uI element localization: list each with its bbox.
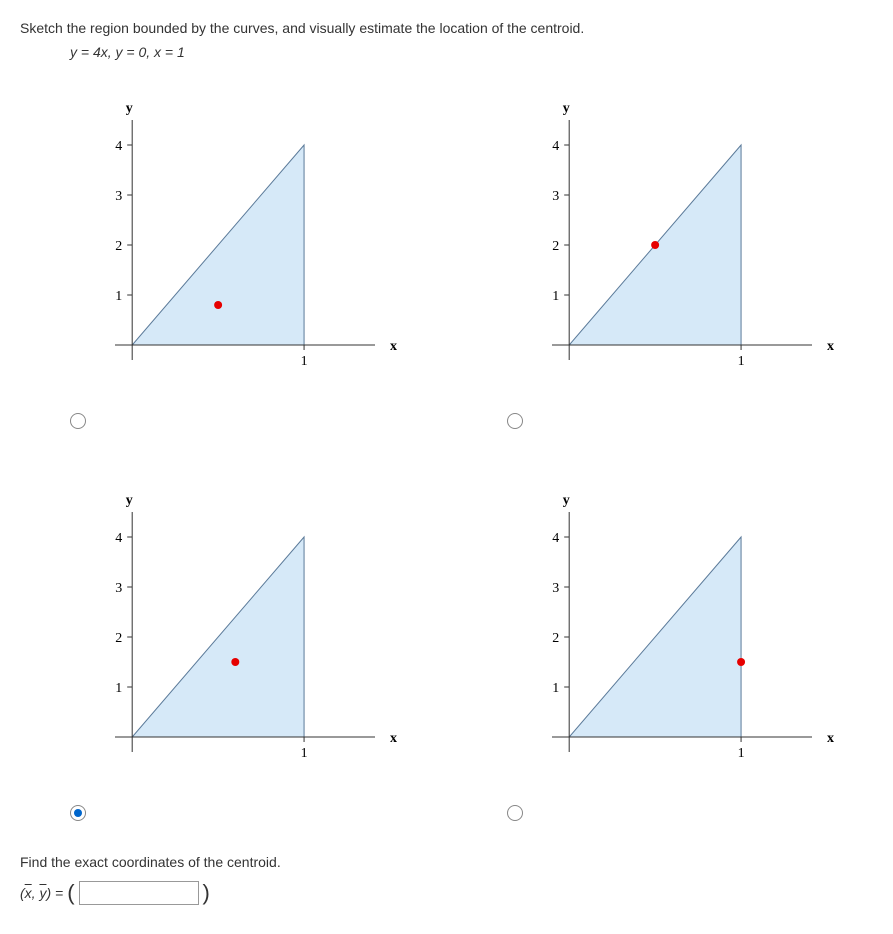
radio-option-4[interactable] [507, 805, 523, 821]
chart-option-1: 1 1 2 3 4 x y [20, 80, 437, 432]
svg-text:2: 2 [552, 239, 559, 254]
svg-text:4: 4 [552, 139, 559, 154]
svg-text:y: y [562, 493, 569, 508]
svg-text:3: 3 [552, 581, 559, 596]
svg-text:x: x [390, 731, 397, 746]
svg-text:2: 2 [115, 239, 122, 254]
answer-line: (x, y) = ( ) [20, 880, 873, 906]
svg-text:1: 1 [115, 289, 122, 304]
svg-text:1: 1 [552, 681, 559, 696]
svg-text:y: y [562, 101, 569, 116]
svg-text:1: 1 [737, 746, 744, 761]
chart-svg-3: 1 1 2 3 4 x y [20, 472, 437, 795]
chart-option-2: 1 1 2 3 4 x y [457, 80, 874, 432]
radio-option-3[interactable] [70, 805, 86, 821]
svg-text:x: x [827, 339, 834, 354]
svg-text:y: y [126, 493, 133, 508]
radio-option-1[interactable] [70, 413, 86, 429]
svg-text:1: 1 [301, 354, 308, 369]
answer-label: (x, y) = [20, 885, 63, 901]
equations: y = 4x, y = 0, x = 1 [70, 44, 873, 60]
svg-text:y: y [126, 101, 133, 116]
svg-text:1: 1 [552, 289, 559, 304]
centroid-input[interactable] [79, 881, 199, 905]
close-paren: ) [203, 880, 210, 906]
bottom-section: Find the exact coordinates of the centro… [20, 854, 873, 906]
radio-option-2[interactable] [507, 413, 523, 429]
svg-text:1: 1 [301, 746, 308, 761]
find-coordinates-prompt: Find the exact coordinates of the centro… [20, 854, 873, 870]
svg-text:2: 2 [115, 631, 122, 646]
question-prompt: Sketch the region bounded by the curves,… [20, 20, 873, 36]
svg-text:1: 1 [737, 354, 744, 369]
open-paren: ( [67, 880, 74, 906]
svg-text:3: 3 [115, 189, 122, 204]
charts-grid: 1 1 2 3 4 x y 1 1 2 3 4 x y 1 1 2 3 4 x y 1 1 2 3 4 x y [20, 80, 873, 824]
svg-text:x: x [390, 339, 397, 354]
svg-text:1: 1 [115, 681, 122, 696]
svg-text:4: 4 [115, 531, 122, 546]
svg-text:3: 3 [115, 581, 122, 596]
svg-text:3: 3 [552, 189, 559, 204]
svg-text:4: 4 [115, 139, 122, 154]
chart-option-4: 1 1 2 3 4 x y [457, 472, 874, 824]
svg-text:2: 2 [552, 631, 559, 646]
chart-svg-1: 1 1 2 3 4 x y [20, 80, 437, 403]
chart-svg-4: 1 1 2 3 4 x y [457, 472, 874, 795]
chart-option-3: 1 1 2 3 4 x y [20, 472, 437, 824]
svg-text:x: x [827, 731, 834, 746]
svg-text:4: 4 [552, 531, 559, 546]
chart-svg-2: 1 1 2 3 4 x y [457, 80, 874, 403]
